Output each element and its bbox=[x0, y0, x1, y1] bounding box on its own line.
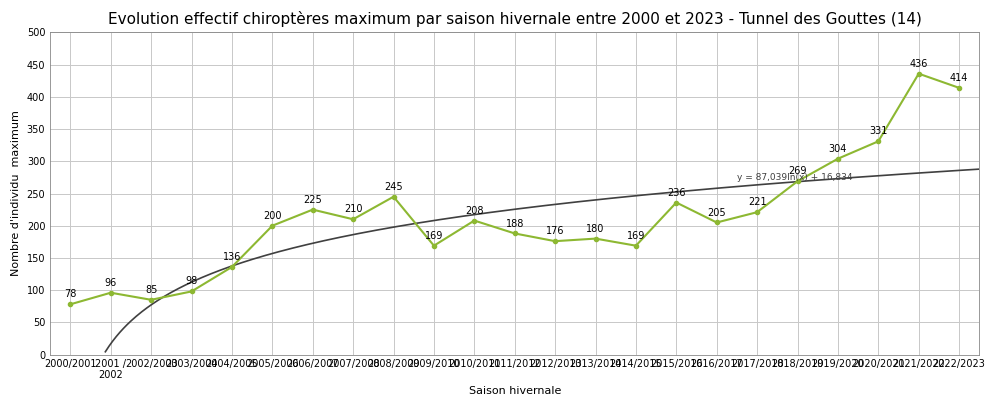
X-axis label: Saison hivernale: Saison hivernale bbox=[469, 386, 561, 396]
Text: 169: 169 bbox=[627, 231, 645, 241]
Text: 85: 85 bbox=[145, 285, 157, 295]
Text: 205: 205 bbox=[707, 208, 726, 218]
Text: 200: 200 bbox=[263, 211, 282, 221]
Text: 269: 269 bbox=[788, 166, 807, 176]
Text: 169: 169 bbox=[425, 231, 443, 241]
Text: 436: 436 bbox=[910, 59, 928, 69]
Text: 188: 188 bbox=[506, 219, 524, 228]
Text: 98: 98 bbox=[185, 276, 198, 287]
Text: 221: 221 bbox=[748, 197, 766, 207]
Text: 96: 96 bbox=[105, 278, 117, 288]
Text: 78: 78 bbox=[64, 289, 77, 300]
Text: 331: 331 bbox=[869, 127, 887, 136]
Text: 414: 414 bbox=[950, 73, 968, 83]
Text: 245: 245 bbox=[384, 182, 403, 192]
Y-axis label: Nombre d'individu  maximum: Nombre d'individu maximum bbox=[11, 111, 21, 276]
Text: 236: 236 bbox=[667, 188, 686, 197]
Text: 180: 180 bbox=[586, 224, 605, 234]
Title: Evolution effectif chiroptères maximum par saison hivernale entre 2000 et 2023 -: Evolution effectif chiroptères maximum p… bbox=[108, 11, 922, 27]
Text: y = 87,039ln(x) + 16,834: y = 87,039ln(x) + 16,834 bbox=[737, 173, 852, 182]
Text: 136: 136 bbox=[223, 252, 241, 262]
Text: 210: 210 bbox=[344, 204, 362, 214]
Text: 208: 208 bbox=[465, 206, 484, 216]
Text: 304: 304 bbox=[829, 144, 847, 154]
Text: 176: 176 bbox=[546, 226, 564, 236]
Text: 225: 225 bbox=[303, 195, 322, 205]
